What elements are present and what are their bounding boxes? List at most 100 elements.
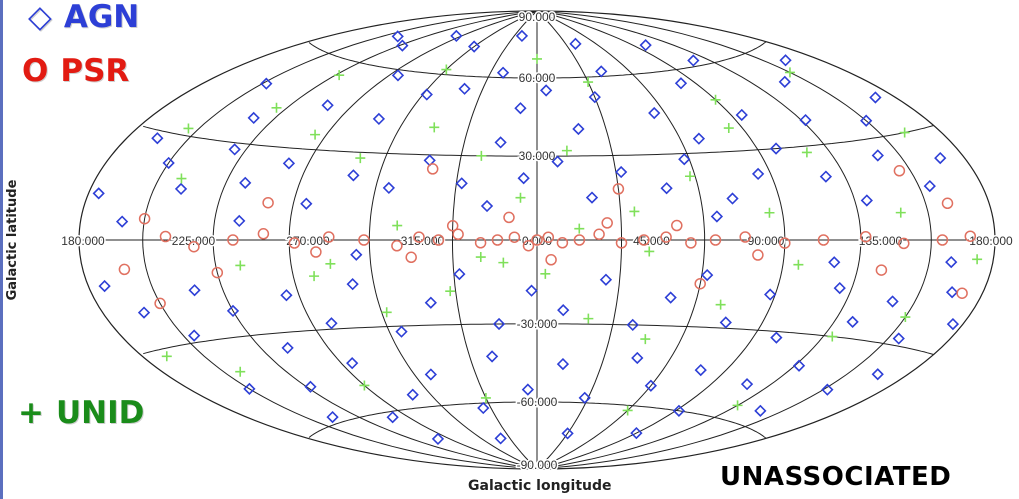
- agn-point: [672, 404, 686, 417]
- unid-point: [161, 351, 172, 362]
- psr-point: [671, 219, 683, 232]
- psr-point: [601, 217, 613, 229]
- psr-point: [508, 231, 521, 243]
- agn-point: [282, 157, 296, 170]
- agn-point: [578, 391, 591, 404]
- agn-point: [551, 155, 564, 168]
- unid-point: [235, 366, 246, 377]
- unid-point: [574, 223, 585, 234]
- agn-point: [280, 289, 293, 302]
- agn-point: [946, 317, 960, 331]
- agn-point: [639, 39, 652, 52]
- psr-point: [159, 230, 172, 243]
- agn-point: [485, 350, 499, 363]
- psr-point: [211, 266, 224, 279]
- agn-point: [260, 77, 273, 90]
- y-axis-label: Galactic latitude: [5, 179, 20, 301]
- unid-point: [540, 268, 551, 279]
- agn-point: [595, 65, 608, 78]
- agn-point: [396, 39, 409, 52]
- unid-point: [381, 307, 392, 318]
- unid-point: [732, 400, 743, 411]
- psr-point: [709, 234, 722, 246]
- agn-point: [626, 318, 639, 332]
- agn-point: [391, 69, 405, 82]
- unid-point: [684, 171, 695, 182]
- unid-point: [801, 147, 812, 158]
- grid-parallel: [308, 401, 767, 439]
- psr-point: [432, 234, 445, 246]
- psr-point: [522, 239, 535, 252]
- agn-point: [557, 304, 570, 317]
- agn-point: [420, 88, 433, 101]
- agn-point: [701, 268, 714, 282]
- agn-point: [860, 194, 873, 207]
- unid-point: [715, 299, 726, 310]
- psr-point: [188, 240, 200, 253]
- agn-point: [406, 388, 419, 401]
- agn-point: [162, 156, 175, 170]
- agn-point: [233, 214, 246, 228]
- agn-point: [871, 149, 884, 162]
- map-boundary: [78, 10, 996, 470]
- agn-point: [740, 378, 754, 391]
- legend-agn-label: AGN: [63, 0, 140, 35]
- agn-point: [945, 286, 959, 299]
- legend-agn-symbol: ◇: [28, 0, 52, 35]
- unid-point: [710, 94, 721, 105]
- agn-point: [769, 142, 783, 155]
- y-tick-label: -60.000: [517, 395, 558, 409]
- y-tick-label: 90.000: [519, 10, 556, 24]
- agn-point: [754, 404, 767, 417]
- unid-point: [176, 173, 187, 184]
- agn-point: [674, 77, 688, 90]
- psr-point: [474, 237, 487, 249]
- agn-point: [350, 248, 363, 261]
- psr-point: [593, 228, 605, 241]
- legend-psr-symbol: O: [22, 53, 49, 89]
- agn-point: [450, 29, 463, 43]
- unid-points: [161, 53, 983, 416]
- psr-point: [358, 234, 370, 246]
- left-frame-line: [0, 0, 3, 499]
- psr-point: [503, 211, 515, 224]
- agn-point: [678, 153, 691, 166]
- legend-unid-label: UNID: [55, 395, 145, 431]
- agn-point: [496, 66, 510, 79]
- agn-points: [92, 29, 960, 446]
- agn-point: [871, 368, 884, 381]
- unid-point: [583, 77, 594, 88]
- x-axis-label: Galactic longitude: [468, 478, 612, 494]
- unid-point: [325, 258, 336, 269]
- unid-point: [532, 53, 542, 64]
- agn-point: [300, 197, 313, 210]
- psr-point: [893, 165, 906, 177]
- agn-point: [453, 267, 466, 281]
- agn-point: [468, 40, 481, 53]
- psr-point: [446, 220, 459, 232]
- agn-point: [846, 315, 859, 329]
- agn-point: [821, 383, 834, 396]
- agn-point: [243, 382, 256, 396]
- psr-point: [542, 231, 555, 243]
- psr-point: [491, 234, 504, 246]
- unid-point: [475, 252, 486, 263]
- agn-point: [588, 90, 601, 104]
- agn-point: [174, 182, 188, 196]
- agn-point: [304, 380, 317, 393]
- agn-point: [455, 177, 468, 190]
- unid-point: [764, 207, 775, 218]
- agn-point: [819, 170, 833, 183]
- unid-point: [793, 259, 804, 270]
- agn-point: [540, 84, 553, 97]
- psr-point: [118, 263, 131, 276]
- unid-point: [723, 123, 734, 134]
- psr-point: [898, 237, 910, 250]
- psr-point: [452, 228, 464, 241]
- unid-point: [498, 257, 509, 268]
- agn-point: [585, 191, 599, 204]
- psr-point: [739, 231, 751, 243]
- agn-point: [764, 288, 777, 301]
- psr-point: [288, 237, 301, 249]
- agn-point: [188, 284, 201, 297]
